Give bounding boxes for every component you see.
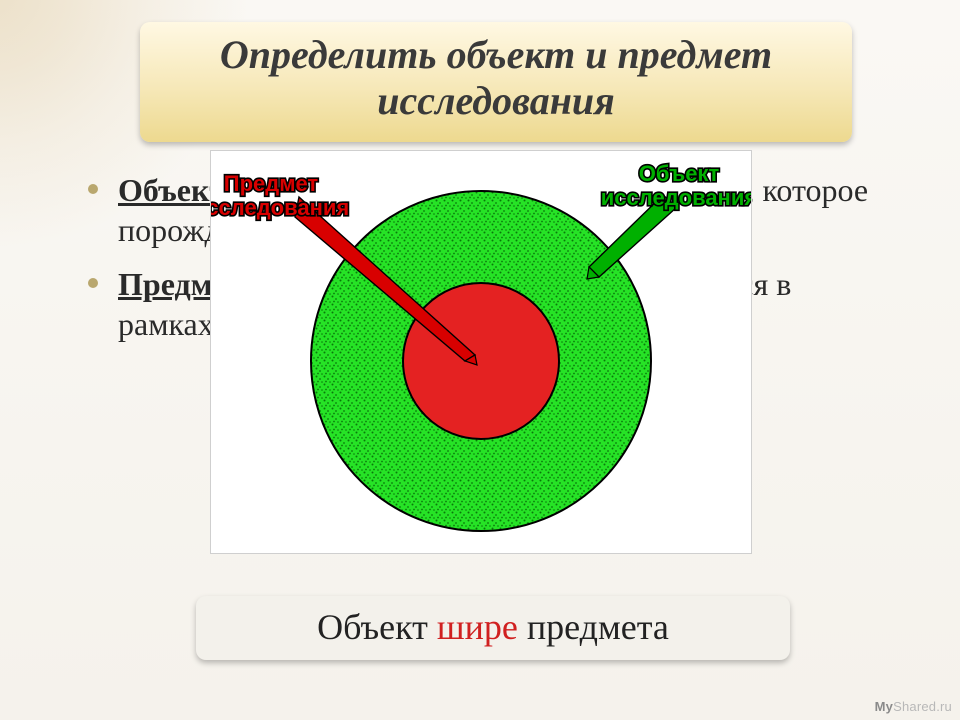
subject-label: Предмет Предмет исследования исследовани…: [211, 171, 349, 220]
watermark: MyShared.ru: [875, 699, 952, 714]
watermark-bold: My: [875, 699, 893, 714]
diagram-svg: Предмет Предмет исследования исследовани…: [211, 151, 751, 553]
subject-label-line1: Предмет: [224, 171, 319, 196]
concept-diagram: Предмет Предмет исследования исследовани…: [210, 150, 752, 554]
slide-title-text: Определить объект и предмет исследования: [220, 32, 772, 123]
summary-box: Объект шире предмета: [196, 596, 790, 660]
object-label-line1: Объект: [639, 161, 720, 186]
summary-suffix: предмета: [518, 607, 669, 647]
object-label: Объект Объект исследования исследования: [601, 161, 751, 210]
summary-prefix: Объект: [317, 607, 437, 647]
summary-accent: шире: [437, 607, 518, 647]
object-label-line2: исследования: [601, 185, 751, 210]
subject-label-line2: исследования: [211, 195, 349, 220]
watermark-rest: Shared.ru: [893, 699, 952, 714]
subject-circle: [403, 283, 559, 439]
slide-title: Определить объект и предмет исследования: [140, 22, 852, 142]
